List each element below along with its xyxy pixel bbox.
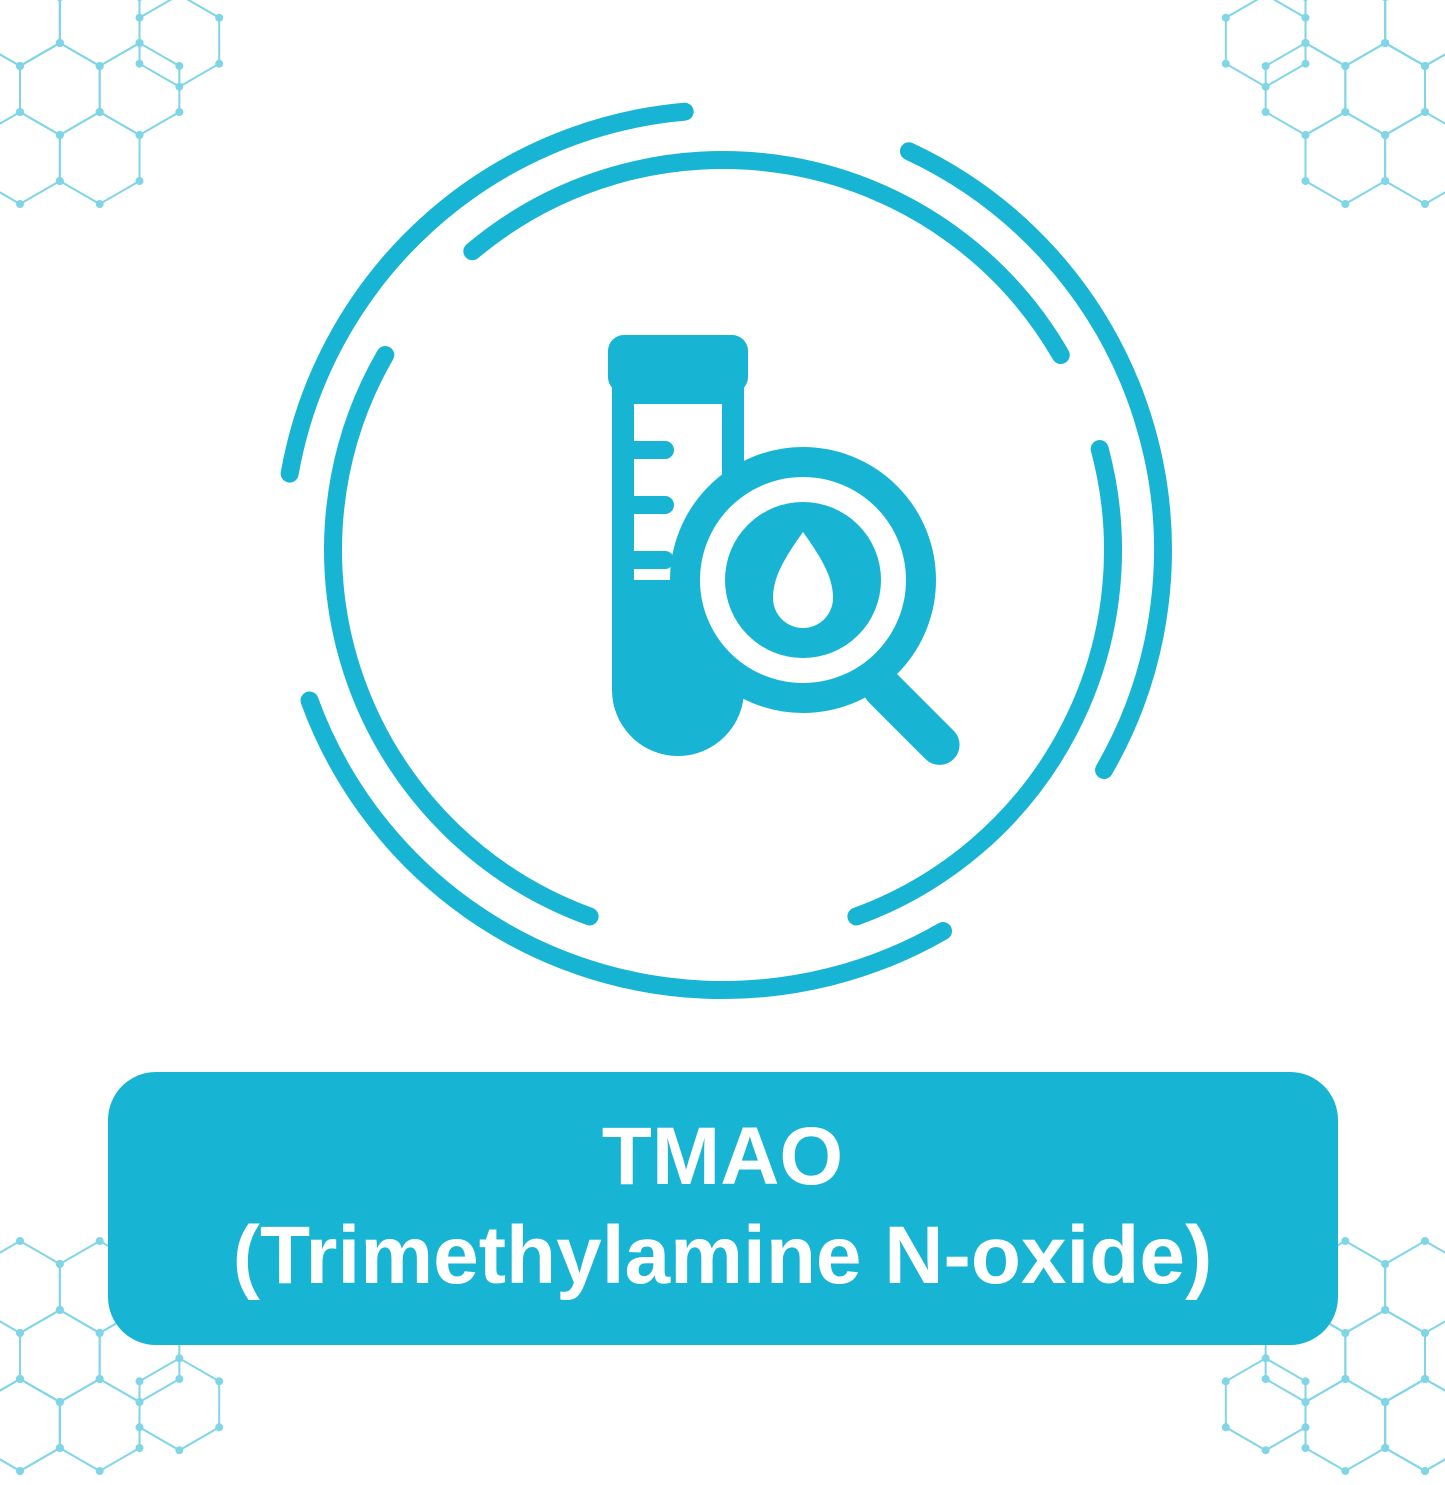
title-line-2: (Trimethylamine N-oxide): [138, 1209, 1308, 1303]
title-line-1: TMAO: [138, 1110, 1308, 1204]
hex-decoration-top-left: [0, 0, 240, 240]
hex-decoration-top-right: [1205, 0, 1445, 240]
title-box: TMAO (Trimethylamine N-oxide): [108, 1072, 1338, 1345]
lab-test-graphic: [273, 100, 1173, 1000]
